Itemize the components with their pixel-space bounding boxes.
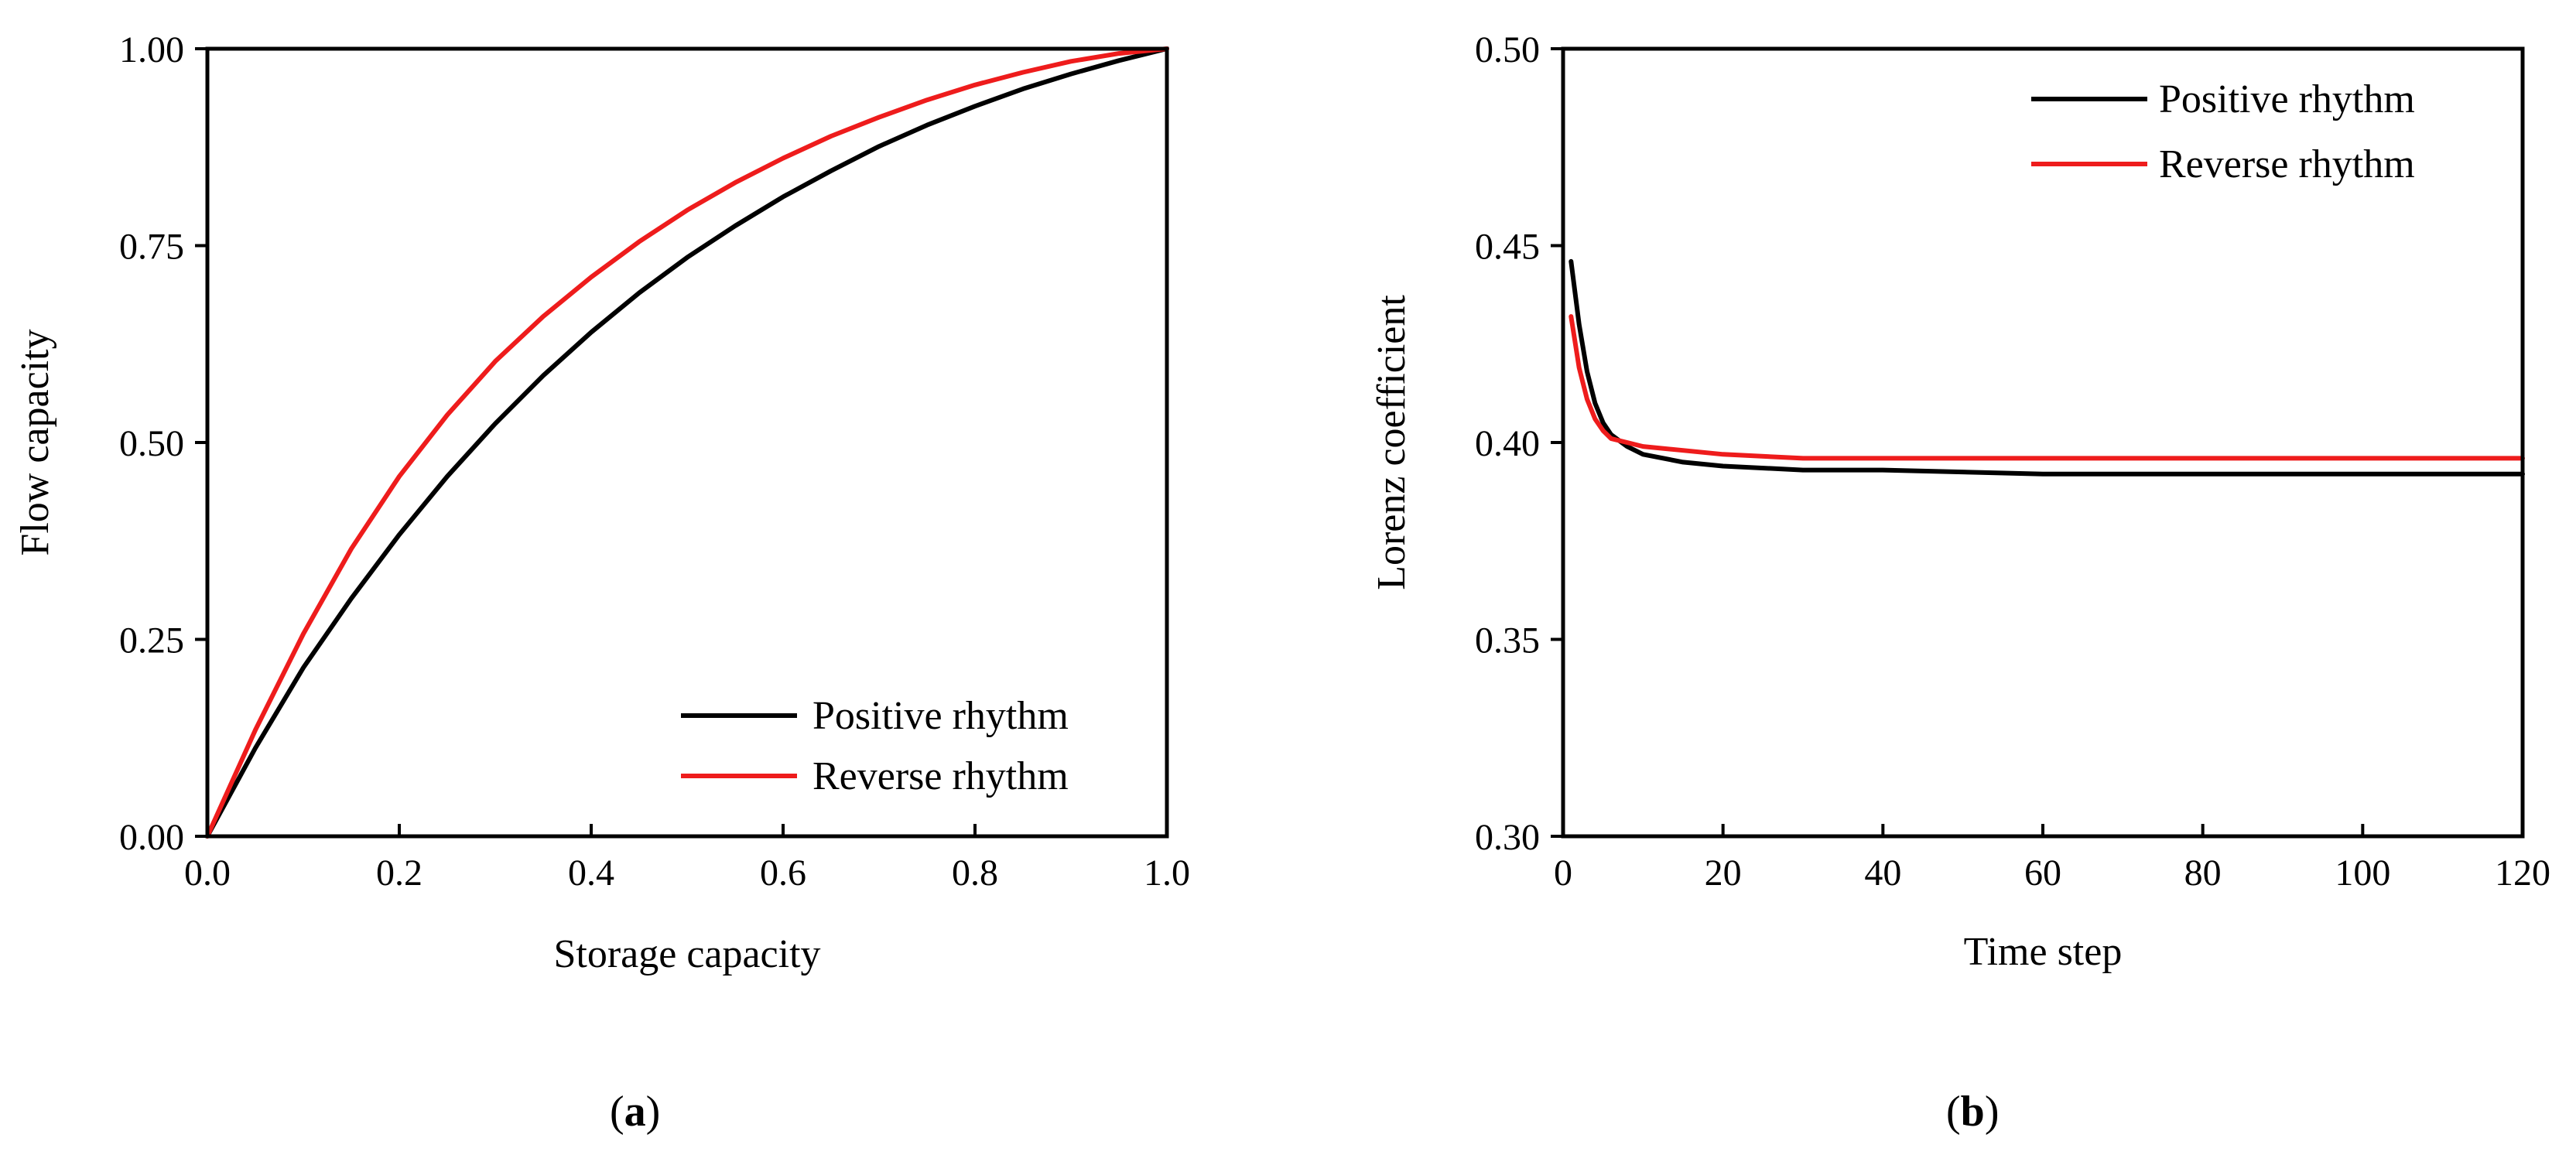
panel-label-a: (a) [610,1088,660,1136]
x-tick-label-a: 0.6 [760,853,806,894]
y-tick-label-b: 0.40 [1475,423,1540,464]
legend-label-positive-b: Positive rhythm [2159,77,2415,121]
x-tick-label-b: 60 [2024,853,2061,894]
y-axis-label-a: Flow capacity [13,329,57,555]
x-tick-label-b: 100 [2335,853,2390,894]
series-lines-a [205,46,1169,839]
x-axis-label-a: Storage capacity [553,932,820,976]
x-tick-label-b: 40 [1864,853,1901,894]
y-ticks-b: 0.30 0.35 0.40 0.45 0.50 [1475,29,1563,858]
y-tick-label-a: 0.50 [119,423,184,464]
x-axis-label-b: Time step [1964,930,2123,974]
y-tick-label-a: 1.00 [119,29,184,70]
legend-label-positive-a: Positive rhythm [812,694,1069,738]
legend-label-reverse-a: Reverse rhythm [812,754,1069,798]
x-tick-label-b: 80 [2184,853,2222,894]
series-line-positive-b [1569,258,2525,477]
x-ticks-a: 0.0 0.2 0.4 0.6 0.8 1.0 [184,824,1190,894]
y-tick-label-a: 0.25 [119,620,184,661]
x-tick-label-a: 0.2 [376,853,422,894]
legend-label-reverse-b: Reverse rhythm [2159,142,2415,186]
series-line-positive-a [205,46,1169,839]
x-tick-label-a: 0.4 [568,853,614,894]
y-tick-label-a: 0.75 [119,227,184,268]
x-tick-label-b: 0 [1554,853,1572,894]
x-tick-label-b: 120 [2495,853,2550,894]
y-axis-label-b: Lorenz coefficient [1370,295,1414,590]
chart-panel-a: 0.0 0.2 0.4 0.6 0.8 1.0 0.000.250.500.751.00 … [13,29,1190,1136]
y-tick-label-a: 0.00 [119,817,184,858]
x-tick-label-a: 0.8 [952,853,998,894]
x-ticks-b: 0 20 40 60 80 100 120 [1554,824,2550,894]
x-tick-label-a: 1.0 [1144,853,1190,894]
legend-b: Positive rhythm Reverse rhythm [2031,77,2415,186]
x-tick-label-b: 20 [1705,853,1742,894]
x-tick-label-a: 0.0 [184,853,231,894]
series-lines-b [1569,258,2525,477]
y-ticks-a: 0.00 0.25 0.50 0.75 1.00 [119,29,207,858]
chart-panel-b: 0 20 40 60 80 100 120 0.30 0.35 0.40 0.45 0.50 Tim… [1370,29,2550,1136]
series-line-reverse-a [205,46,1169,839]
y-tick-label-b: 0.30 [1475,817,1540,858]
panel-label-b: (b) [1946,1088,1999,1136]
y-tick-label-b: 0.50 [1475,29,1540,70]
y-tick-label-b: 0.45 [1475,227,1540,268]
y-tick-label-b: 0.35 [1475,620,1540,661]
legend-a: Positive rhythm Reverse rhythm [681,694,1069,798]
series-line-reverse-b [1569,314,2525,461]
